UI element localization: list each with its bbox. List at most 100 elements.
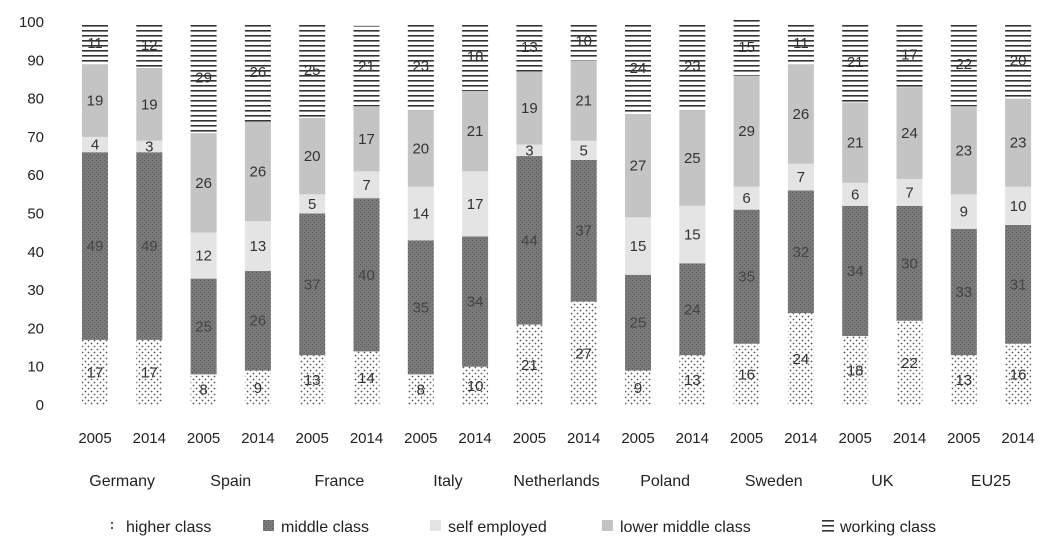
bar-segment-spain-2005-working-class	[190, 22, 217, 134]
bar-segment-germany-2005-working-class	[82, 22, 108, 65]
x-tick-sweden-2014: 2014	[784, 430, 817, 447]
bar-segment-uk-2014-lower-middle-class	[896, 87, 923, 180]
bar-segment-germany-2014-working-class	[136, 22, 163, 68]
bar-segment-sweden-2014-middle-class	[787, 190, 814, 314]
bar-segment-spain-2005-self-employed	[190, 232, 217, 279]
bar-segment-sweden-2014-working-class	[787, 22, 814, 65]
bar-segment-sweden-2014-lower-middle-class	[787, 64, 814, 164]
data-label-italy-2014-self-employed: 17	[467, 196, 484, 213]
legend-label-self-employed: self employed	[448, 519, 547, 536]
bar-segment-france-2005-lower-middle-class	[299, 117, 326, 195]
data-label-spain-2005-higher-class: 8	[199, 382, 207, 399]
data-label-spain-2014-working-class: 26	[250, 64, 267, 81]
data-label-sweden-2014-middle-class: 32	[793, 244, 810, 261]
data-label-poland-2005-middle-class: 25	[630, 315, 647, 332]
bar-segment-eu25-2014-self-employed	[1005, 186, 1032, 225]
bar-segment-uk-2005-working-class	[842, 22, 869, 103]
data-label-uk-2005-working-class: 21	[847, 54, 864, 71]
bar-segment-poland-2005-lower-middle-class	[625, 113, 651, 218]
data-label-uk-2005-middle-class: 34	[847, 263, 864, 280]
bar-segment-france-2005-self-employed	[299, 194, 326, 214]
data-label-germany-2014-lower-middle-class: 19	[141, 96, 158, 113]
data-label-france-2014-lower-middle-class: 17	[358, 131, 375, 148]
data-label-germany-2014-working-class: 12	[141, 37, 158, 54]
data-label-france-2005-higher-class: 13	[304, 372, 321, 389]
data-label-germany-2005-working-class: 11	[87, 35, 103, 52]
data-label-uk-2005-lower-middle-class: 21	[847, 135, 864, 152]
data-label-netherlands-2005-middle-class: 44	[521, 232, 538, 249]
data-label-eu25-2014-self-employed: 10	[1010, 198, 1027, 215]
data-label-sweden-2005-higher-class: 16	[738, 366, 755, 383]
bar-segment-germany-2005-lower-middle-class	[82, 64, 108, 137]
data-label-eu25-2005-lower-middle-class: 23	[955, 142, 972, 159]
y-tick-40: 40	[27, 244, 44, 261]
data-label-france-2005-middle-class: 37	[304, 276, 321, 293]
data-label-spain-2014-lower-middle-class: 26	[250, 163, 267, 180]
bar-segment-poland-2005-self-employed	[625, 217, 651, 275]
data-label-france-2005-lower-middle-class: 20	[304, 148, 321, 165]
data-label-poland-2005-self-employed: 15	[630, 238, 647, 255]
bar-segment-spain-2005-lower-middle-class	[190, 133, 217, 233]
data-label-netherlands-2005-higher-class: 21	[521, 357, 538, 374]
data-label-italy-2005-higher-class: 8	[417, 382, 425, 399]
bar-segment-poland-2005-middle-class	[625, 274, 651, 371]
data-label-netherlands-2014-working-class: 10	[575, 33, 592, 50]
x-tick-eu25-2005: 2005	[947, 430, 980, 447]
data-label-germany-2005-lower-middle-class: 19	[87, 93, 104, 110]
data-label-italy-2005-middle-class: 35	[412, 299, 429, 316]
data-label-sweden-2005-lower-middle-class: 29	[738, 123, 755, 140]
x-group-label-poland: Poland	[640, 473, 690, 490]
bar-segment-poland-2014-self-employed	[679, 205, 706, 264]
legend-label-working-class: working class	[839, 519, 936, 536]
bar-segment-sweden-2005-higher-class	[733, 343, 760, 405]
bar-segment-spain-2005-higher-class	[190, 374, 217, 405]
bar-segment-netherlands-2014-lower-middle-class	[570, 60, 597, 141]
bar-segment-eu25-2005-working-class	[950, 22, 977, 107]
bar-segment-eu25-2014-middle-class	[1005, 224, 1032, 344]
data-label-eu25-2014-middle-class: 31	[1010, 276, 1027, 293]
data-label-france-2014-higher-class: 14	[358, 370, 375, 387]
data-label-netherlands-2014-lower-middle-class: 21	[575, 93, 592, 110]
legend-label-middle-class: middle class	[281, 519, 369, 536]
bar-segment-italy-2005-middle-class	[407, 240, 434, 375]
x-group-label-sweden: Sweden	[745, 473, 803, 490]
data-label-sweden-2014-self-employed: 7	[797, 169, 805, 186]
bar-segment-spain-2014-middle-class	[244, 270, 271, 371]
data-label-sweden-2014-lower-middle-class: 26	[793, 106, 810, 123]
data-label-germany-2005-higher-class: 17	[87, 364, 104, 381]
x-group-label-france: France	[314, 473, 364, 490]
bar-segment-spain-2014-lower-middle-class	[244, 121, 271, 222]
y-tick-100: 100	[19, 14, 44, 31]
x-tick-netherlands-2005: 2005	[513, 430, 546, 447]
data-label-sweden-2005-middle-class: 35	[738, 269, 755, 286]
bar-segment-italy-2005-working-class	[407, 22, 434, 111]
bar-segment-france-2014-higher-class	[353, 351, 380, 405]
data-label-netherlands-2014-higher-class: 27	[575, 345, 592, 362]
bar-segment-spain-2014-higher-class	[244, 370, 271, 405]
bar-segment-france-2014-self-employed	[353, 171, 380, 199]
data-label-france-2005-working-class: 25	[304, 62, 321, 79]
data-label-poland-2005-lower-middle-class: 27	[630, 158, 647, 175]
bar-segment-eu25-2005-higher-class	[950, 355, 977, 405]
x-tick-germany-2005: 2005	[78, 430, 111, 447]
x-group-label-eu25: EU25	[971, 473, 1011, 490]
bar-segment-france-2005-higher-class	[299, 355, 326, 405]
x-group-label-spain: Spain	[210, 473, 251, 490]
data-label-uk-2005-higher-class: 18	[847, 363, 864, 380]
data-label-italy-2014-lower-middle-class: 21	[467, 123, 484, 140]
x-tick-poland-2005: 2005	[621, 430, 654, 447]
y-tick-20: 20	[27, 320, 44, 337]
data-labels-layer: 1749419111749319128251226299261326261337…	[87, 33, 1027, 399]
bar-segment-france-2005-middle-class	[299, 213, 326, 356]
bar-segment-netherlands-2005-higher-class	[516, 324, 543, 405]
bar-segment-france-2014-lower-middle-class	[353, 106, 380, 172]
x-tick-france-2005: 2005	[296, 430, 329, 447]
data-label-uk-2014-lower-middle-class: 24	[901, 125, 918, 142]
x-tick-spain-2014: 2014	[241, 430, 274, 447]
bar-segment-uk-2005-higher-class	[842, 336, 869, 405]
data-label-eu25-2005-self-employed: 9	[960, 204, 968, 221]
data-label-italy-2005-lower-middle-class: 20	[412, 140, 429, 157]
data-label-spain-2014-higher-class: 9	[254, 380, 262, 397]
data-label-netherlands-2014-self-employed: 5	[580, 142, 588, 159]
data-label-sweden-2005-working-class: 15	[738, 39, 755, 56]
